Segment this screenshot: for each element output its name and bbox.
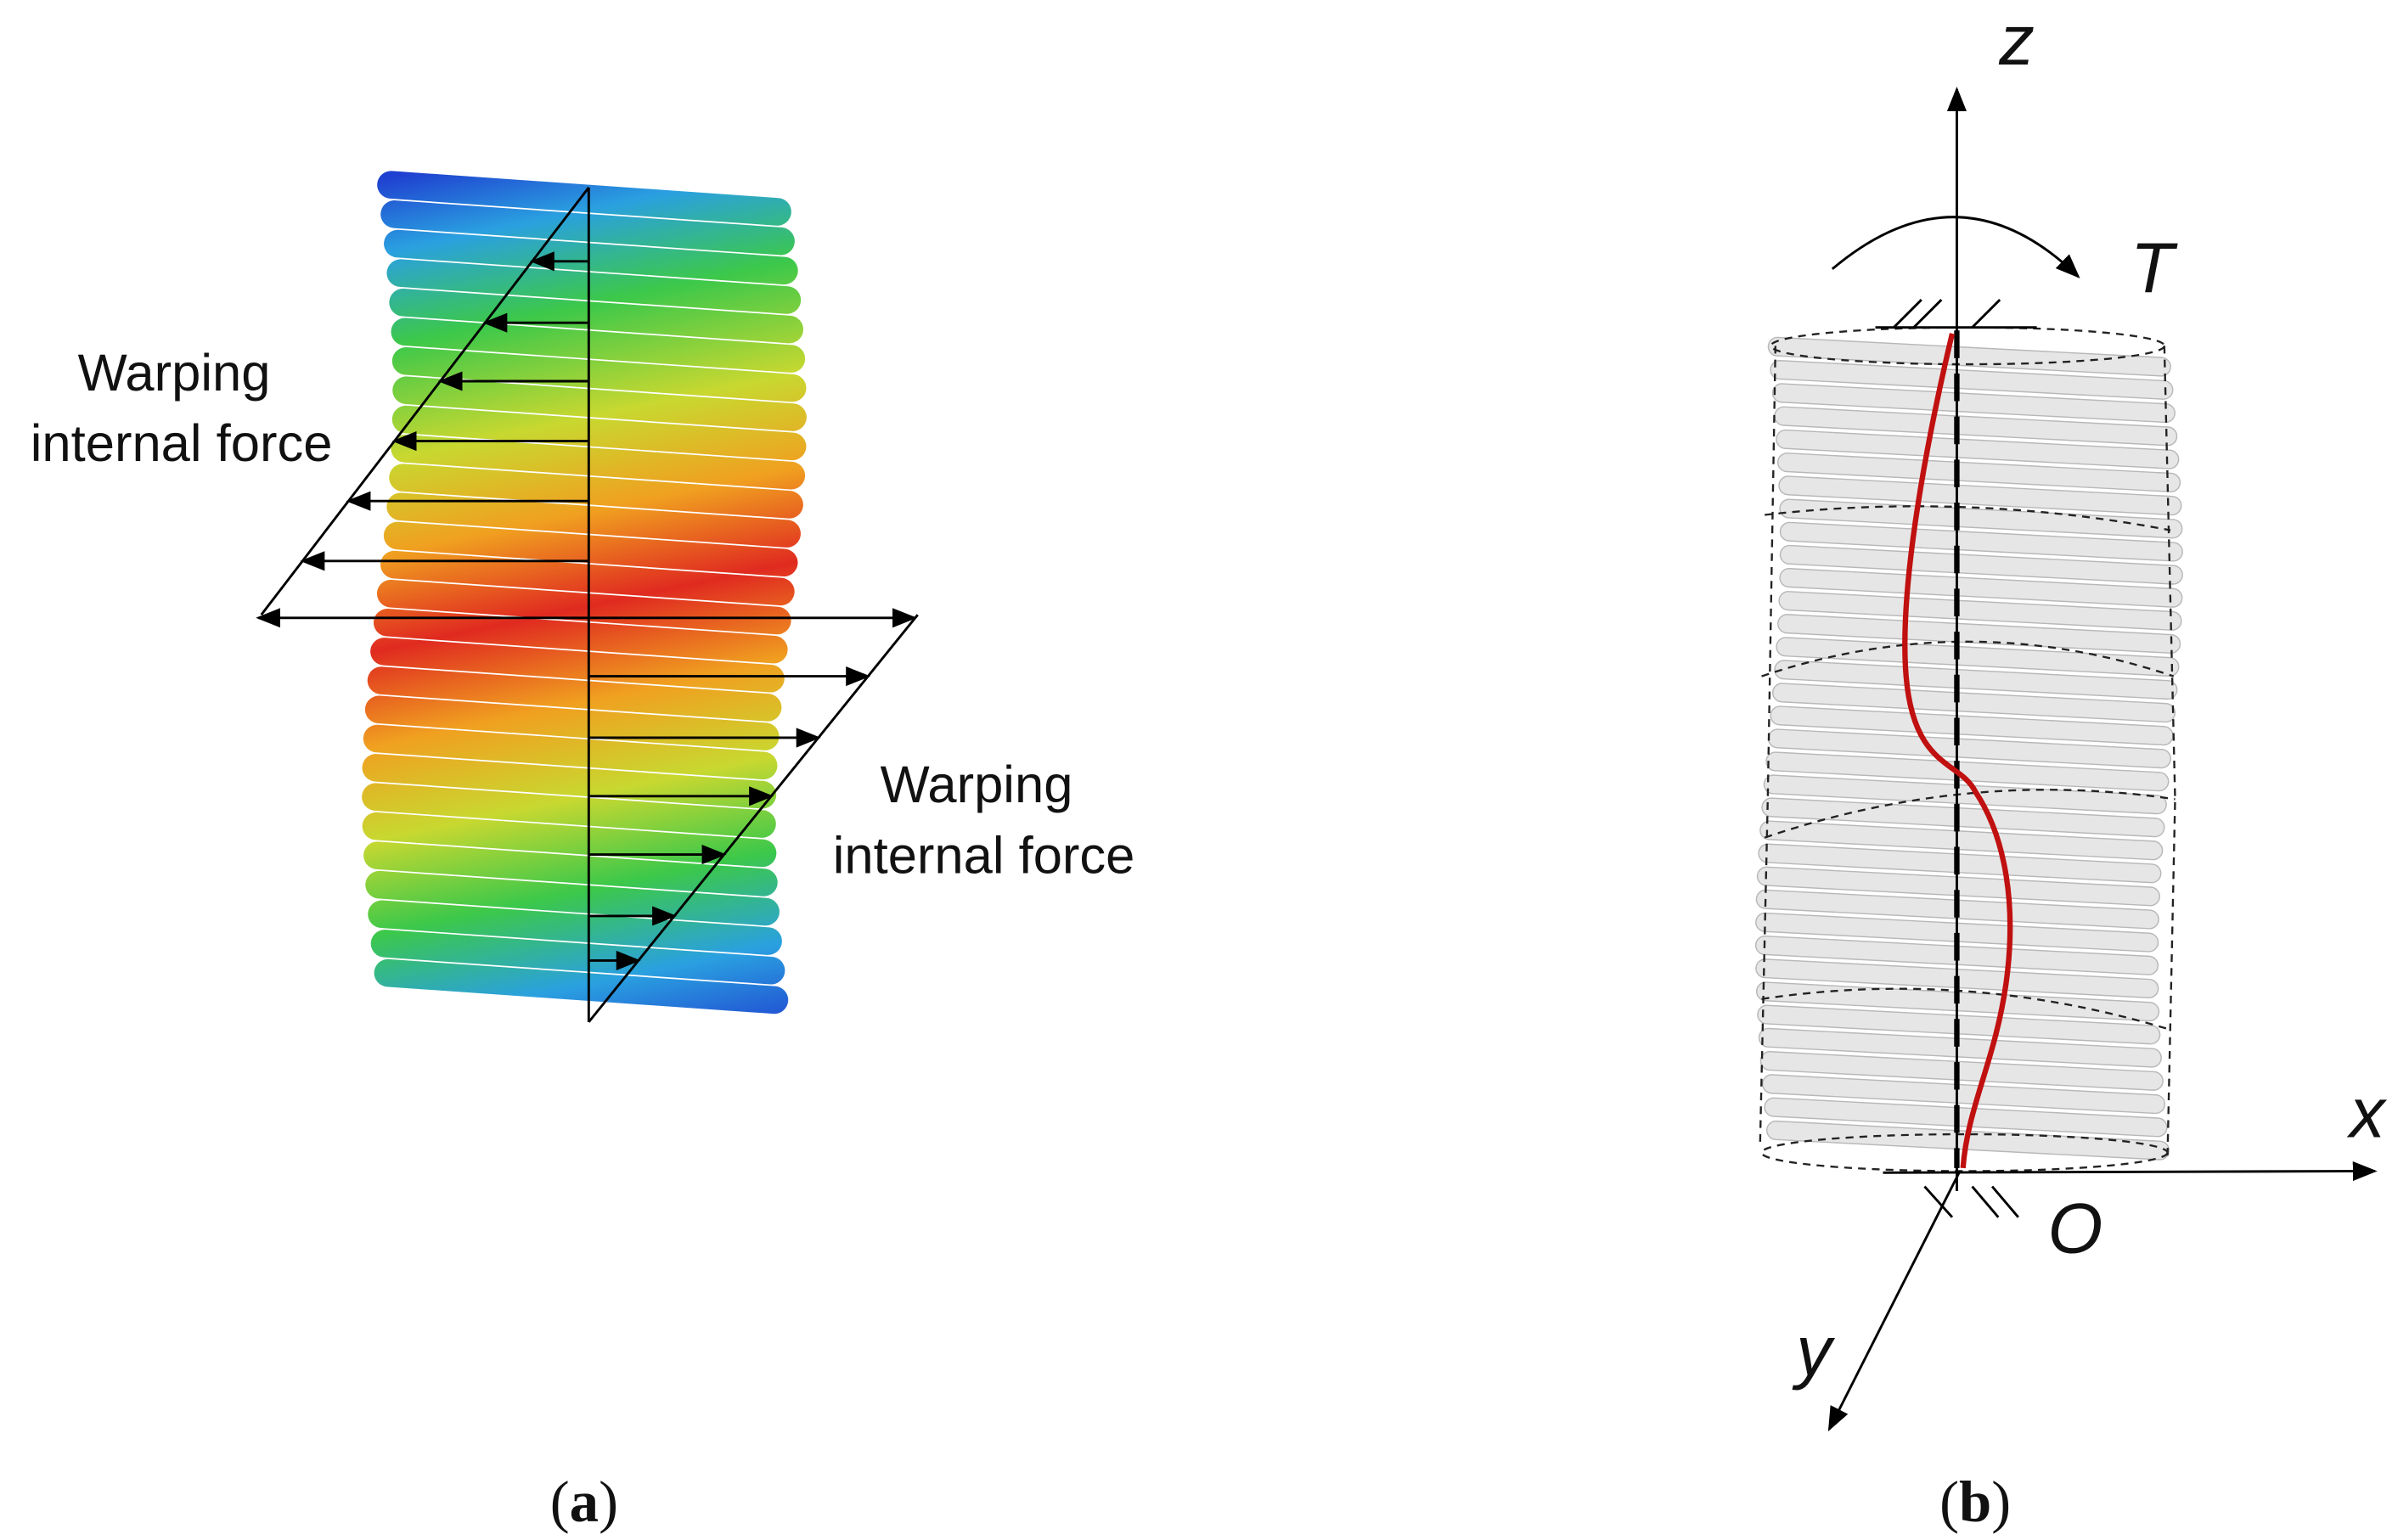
coil	[1776, 429, 2180, 469]
gray-spring	[1754, 336, 2183, 1161]
coil	[1761, 1074, 2166, 1115]
coil	[1770, 360, 2174, 400]
axis-label: x	[2346, 1074, 2388, 1153]
coil	[1778, 591, 2182, 631]
coil	[1776, 452, 2181, 492]
origin-label: O	[2047, 1189, 2102, 1267]
coil	[1759, 820, 2164, 861]
axis-label: z	[1998, 1, 2035, 80]
coil	[1758, 1027, 2162, 1068]
coil	[380, 550, 795, 606]
coil	[386, 259, 802, 314]
coil	[383, 521, 798, 577]
coil	[384, 229, 798, 285]
coil	[1779, 498, 2183, 539]
axis-label: y	[1792, 1312, 1835, 1391]
coil	[389, 288, 804, 344]
coil	[1761, 797, 2165, 838]
coil	[362, 783, 776, 838]
coil	[373, 609, 788, 664]
coil	[363, 841, 778, 896]
coil	[370, 638, 785, 693]
coil	[1779, 567, 2183, 608]
deformed-axis	[1902, 333, 2013, 1169]
coil	[376, 579, 791, 635]
coil	[389, 464, 803, 519]
coil	[1778, 475, 2182, 516]
coil	[1771, 383, 2176, 424]
coil	[367, 666, 782, 722]
coil	[368, 900, 782, 955]
caption: (a)	[550, 1470, 618, 1534]
coil	[1763, 774, 2167, 815]
coil	[391, 346, 807, 402]
coil	[1759, 1051, 2164, 1091]
coil	[1779, 544, 2183, 585]
coil	[1774, 660, 2178, 700]
force-diagram	[256, 187, 919, 1023]
coil	[392, 376, 807, 431]
coil	[1777, 614, 2181, 655]
caption: (b)	[1939, 1470, 2011, 1534]
colored-spring	[362, 171, 807, 1014]
coil	[374, 958, 789, 1014]
coil	[386, 492, 801, 548]
torque-label: T	[2131, 228, 2178, 307]
coil	[1779, 521, 2183, 562]
coil	[377, 171, 791, 226]
annotation: Warping internal force	[31, 344, 333, 473]
coil	[391, 435, 806, 490]
coil	[1771, 683, 2176, 723]
coil	[1776, 637, 2180, 677]
coil	[370, 930, 785, 985]
coil	[1767, 336, 2171, 377]
annotation: Warping internal force	[833, 756, 1135, 885]
coil	[363, 724, 778, 780]
coil	[1764, 1097, 2168, 1138]
coil	[391, 405, 807, 461]
